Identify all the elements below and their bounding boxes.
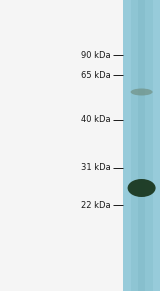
Bar bbox=[145, 0, 153, 291]
Text: 40 kDa: 40 kDa bbox=[81, 116, 111, 125]
Ellipse shape bbox=[128, 179, 156, 197]
Bar bbox=[131, 0, 138, 291]
Text: 31 kDa: 31 kDa bbox=[81, 164, 111, 173]
Bar bbox=[153, 0, 160, 291]
Bar bbox=[123, 0, 160, 291]
Bar bbox=[123, 0, 131, 291]
Text: 22 kDa: 22 kDa bbox=[81, 200, 111, 210]
Text: 65 kDa: 65 kDa bbox=[81, 70, 111, 79]
Text: 90 kDa: 90 kDa bbox=[81, 51, 111, 59]
Ellipse shape bbox=[131, 88, 153, 95]
Bar bbox=[138, 0, 145, 291]
